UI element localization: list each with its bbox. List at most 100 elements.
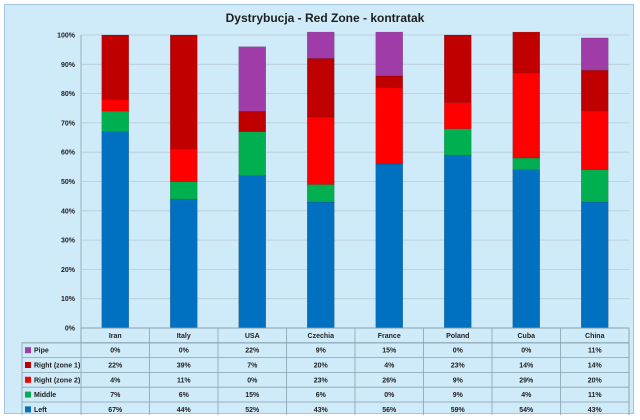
data-table-cell: 54% — [519, 407, 534, 414]
bar-segment-middle-poland — [444, 128, 472, 156]
data-table-cell: 7% — [247, 363, 258, 370]
data-table-cell: 9% — [453, 392, 464, 399]
legend-label: Pipe — [34, 348, 49, 355]
data-table-cell: 0% — [453, 348, 464, 355]
bar-segment-right-zone-2-cuba — [512, 72, 540, 159]
data-table-cell: 0% — [110, 348, 121, 355]
data-table-cell: 43% — [314, 407, 329, 414]
data-table-cell: 59% — [451, 407, 466, 414]
data-table-cell: 67% — [108, 407, 123, 414]
data-table-cell: 23% — [451, 363, 466, 370]
data-table-cell: 4% — [521, 392, 532, 399]
bar-segment-left-usa — [238, 175, 266, 329]
bar-segment-right-zone-2-france — [375, 87, 403, 165]
bar-segment-pipe-france — [375, 31, 403, 77]
data-table-cell: 0% — [179, 348, 190, 355]
stacked-bar-chart: Dystrybucja - Red Zone - kontratak 0% 10%… — [21, 11, 630, 415]
y-tick-label: 100% — [57, 33, 76, 40]
bar-segment-middle-italy — [170, 181, 198, 200]
y-tick-label: 0% — [65, 326, 76, 333]
y-tick-label: 60% — [61, 150, 76, 157]
bar-segment-pipe-czechia — [307, 31, 335, 59]
data-table-cell: 52% — [245, 407, 260, 414]
x-category-label: Poland — [446, 333, 469, 340]
bar-segment-left-france — [375, 163, 403, 329]
bar-segment-right-zone-1-usa — [238, 110, 266, 132]
data-table-cell: 6% — [179, 392, 190, 399]
x-category-label: Italy — [177, 333, 191, 340]
bar-segment-middle-iran — [101, 110, 129, 132]
legend-label: Middle — [34, 392, 56, 399]
data-table-cell: 14% — [588, 363, 603, 370]
data-table-cell: 39% — [177, 363, 192, 370]
bar-segment-middle-china — [581, 169, 609, 203]
data-table-cell: 44% — [177, 407, 192, 414]
bar-segment-left-cuba — [512, 169, 540, 329]
bar-segment-right-zone-2-czechia — [307, 116, 335, 185]
y-tick-label: 80% — [61, 91, 76, 98]
y-tick-label: 50% — [61, 179, 76, 186]
data-table-cell: 20% — [314, 363, 329, 370]
bar-segment-left-poland — [444, 154, 472, 329]
gridlines — [80, 34, 629, 329]
y-tick-label: 70% — [61, 120, 76, 127]
bar-segment-right-zone-1-china — [581, 69, 609, 112]
bar-segment-right-zone-1-czechia — [307, 58, 335, 118]
bar-segment-right-zone-1-cuba — [512, 31, 540, 74]
bar-segment-right-zone-1-italy — [170, 34, 198, 150]
y-axis-tick-labels: 0% 10% 20% 30% 40% 50% 60% 70% 80% 90% 100% — [57, 33, 76, 333]
bar-segment-left-china — [581, 201, 609, 329]
bar-segment-right-zone-2-poland — [444, 102, 472, 130]
data-table-cell: 11% — [177, 377, 191, 384]
x-category-label: China — [585, 333, 605, 340]
data-table-cell: 4% — [384, 363, 395, 370]
chart-title: Dystrybucja - Red Zone - kontratak — [226, 11, 425, 25]
data-table-cell: 29% — [519, 377, 534, 384]
bar-segment-pipe-usa — [238, 46, 266, 112]
data-table-cell: 15% — [382, 348, 397, 355]
bar-segment-right-zone-1-iran — [101, 34, 129, 100]
data-table-cell: 0% — [247, 377, 258, 384]
bar-segment-right-zone-2-china — [581, 110, 609, 171]
legend-key — [25, 376, 31, 383]
data-table-cell: 9% — [316, 348, 327, 355]
data-table-cell: 0% — [521, 348, 532, 355]
bar-segment-left-italy — [170, 198, 198, 329]
data-table-cell: 56% — [382, 407, 397, 414]
data-table-cell: 14% — [519, 363, 534, 370]
bar-segment-right-zone-1-poland — [444, 34, 472, 103]
legend-label: Right (zone 2) — [34, 377, 80, 384]
bar-segment-right-zone-1-france — [375, 75, 403, 88]
data-table-cell: 26% — [382, 377, 397, 384]
bar-segment-right-zone-2-italy — [170, 149, 198, 182]
data-table: Iran Italy USA Czechia France Poland Cuba China… — [21, 327, 630, 415]
legend-key — [25, 347, 31, 354]
data-table-cell: 20% — [588, 377, 603, 384]
data-table-cell: 15% — [245, 392, 260, 399]
data-table-cell: 9% — [453, 377, 464, 384]
x-category-label: Iran — [109, 333, 122, 340]
data-table-cell: 7% — [110, 392, 121, 399]
y-tick-label: 20% — [61, 267, 76, 274]
data-table-cell: 11% — [588, 348, 602, 355]
bar-segments — [101, 31, 609, 329]
legend-label: Right (zone 1) — [34, 363, 80, 370]
data-table-cell: 6% — [316, 392, 327, 399]
data-table-cell: 11% — [588, 392, 602, 399]
chart-frame: Dystrybucja - Red Zone - kontratak 0% 10%… — [4, 4, 634, 415]
bar-segment-left-iran — [101, 131, 129, 329]
bar-segment-left-czechia — [307, 201, 335, 329]
bar-segment-middle-czechia — [307, 184, 335, 203]
x-category-label: Cuba — [518, 333, 536, 340]
legend-key — [25, 406, 31, 413]
data-table-cell: 43% — [588, 407, 603, 414]
bar-segment-right-zone-2-iran — [101, 99, 129, 112]
y-tick-label: 90% — [61, 62, 76, 69]
data-table-cell: 23% — [314, 377, 329, 384]
x-category-label: France — [378, 333, 401, 340]
data-table-cell: 4% — [110, 377, 121, 384]
legend-key — [25, 391, 31, 398]
y-tick-label: 30% — [61, 238, 76, 245]
data-table-cell: 22% — [108, 363, 123, 370]
x-category-label: USA — [245, 333, 260, 340]
